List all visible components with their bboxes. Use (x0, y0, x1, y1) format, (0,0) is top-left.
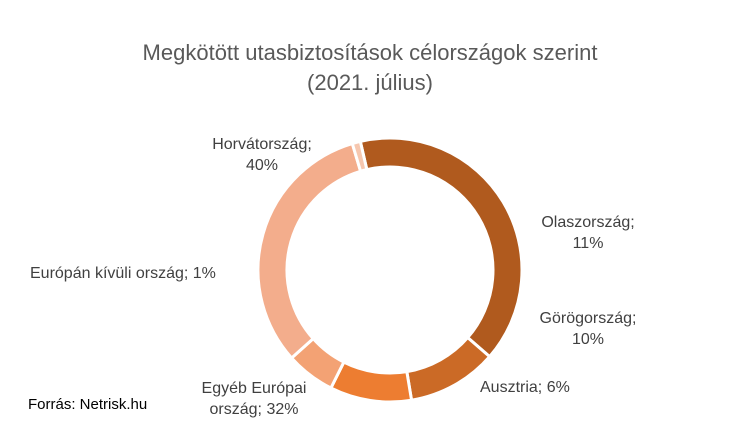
slice-0 (358, 136, 524, 359)
chart-title-block: Megkötött utasbiztosítások célországok s… (0, 38, 740, 98)
label-europan-kivuli: Európán kívüli ország; 1% (30, 265, 216, 282)
slice-1 (405, 335, 492, 402)
label-egyeb-europai: Egyéb Európai ország; 32% (201, 380, 307, 418)
label-gorogorszag: Görögország; 10% (539, 310, 637, 348)
chart-title: Megkötött utasbiztosítások célországok s… (142, 40, 598, 65)
source-note: Forrás: Netrisk.hu (28, 396, 148, 413)
slice-2 (328, 360, 414, 404)
chart-subtitle: (2021. július) (307, 70, 433, 95)
slice-5 (350, 139, 369, 174)
label-ausztria: Ausztria; 6% (480, 379, 570, 396)
label-horvatorszag: Horvátország; 40% (212, 136, 312, 174)
label-olaszorszag: Olaszország; 11% (541, 214, 635, 252)
